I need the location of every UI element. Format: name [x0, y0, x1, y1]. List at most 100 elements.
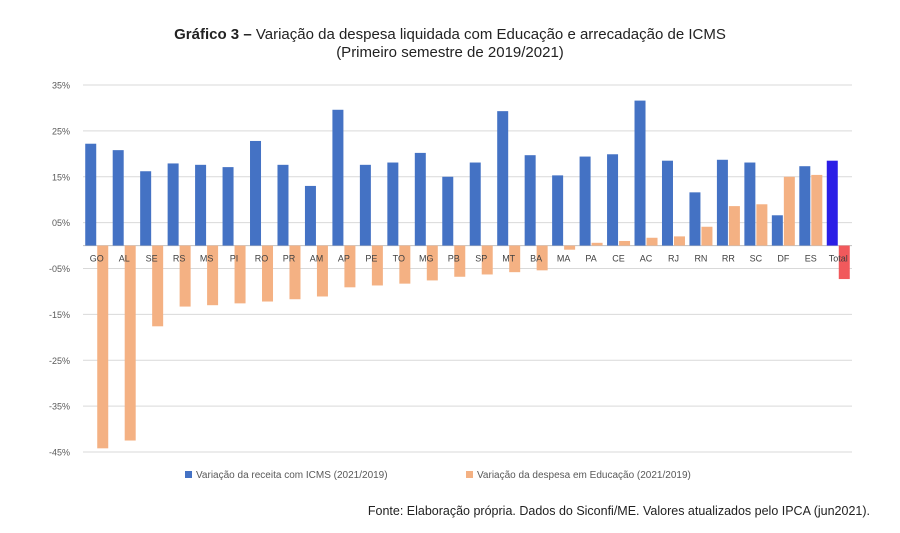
y-tick-label: -05% — [49, 264, 70, 274]
bar-educacao-am — [316, 245, 328, 297]
bar-icms-sc — [744, 162, 756, 246]
bar-educacao-sp — [481, 245, 493, 275]
bar-icms-mg — [414, 152, 426, 246]
bar-educacao-rj — [673, 236, 685, 246]
bar-icms-df — [771, 215, 783, 246]
legend-swatch-icms — [185, 471, 192, 478]
x-tick-label: BA — [530, 254, 542, 264]
source-note: Fonte: Elaboração própria. Dados do Sico… — [367, 504, 870, 518]
bar-educacao-ce — [619, 240, 631, 246]
x-tick-label: DF — [777, 254, 789, 264]
bar-icms-ro — [250, 140, 262, 246]
bar-educacao-pa — [591, 242, 603, 246]
x-tick-label: SP — [475, 254, 487, 264]
bar-educacao-to — [399, 245, 411, 284]
bar-icms-pa — [579, 156, 591, 246]
x-tick-label: PE — [365, 254, 377, 264]
y-tick-label: 25% — [52, 126, 70, 136]
x-tick-label: SE — [146, 254, 158, 264]
bar-icms-rj — [661, 160, 673, 246]
legend-label-educacao: Variação da despesa em Educação (2021/20… — [477, 470, 691, 481]
bar-educacao-pe — [371, 245, 383, 286]
x-tick-label: AP — [338, 254, 350, 264]
bar-educacao-mt — [509, 245, 521, 273]
chart-subtitle: (Primeiro semestre de 2019/2021) — [336, 44, 564, 61]
y-tick-label: -35% — [49, 402, 70, 412]
bar-icms-ce — [607, 154, 619, 246]
x-tick-label: RR — [722, 254, 735, 264]
legend-swatch-educacao — [466, 471, 473, 478]
x-tick-label: MG — [419, 254, 434, 264]
bar-icms-pr — [277, 164, 289, 246]
x-tick-label: GO — [90, 254, 104, 264]
x-tick-label: Total — [829, 254, 848, 264]
bar-icms-sp — [469, 162, 481, 246]
bar-educacao-ro — [262, 245, 274, 302]
y-tick-label: -15% — [49, 310, 70, 320]
bar-icms-go — [85, 143, 97, 246]
bar-icms-ap — [332, 109, 344, 246]
bar-educacao-es — [811, 174, 823, 246]
bar-icms-ma — [552, 175, 564, 246]
x-tick-label: PR — [283, 254, 296, 264]
bar-educacao-total — [838, 245, 850, 280]
bar-icms-to — [387, 162, 399, 246]
bar-icms-ac — [634, 100, 646, 246]
x-tick-label: RJ — [668, 254, 679, 264]
bar-educacao-rr — [728, 206, 740, 246]
chart-title-prefix: Gráfico 3 – — [174, 26, 252, 43]
bar-educacao-se — [152, 245, 164, 327]
x-tick-label: CE — [612, 254, 625, 264]
x-tick-label: RO — [255, 254, 269, 264]
bar-icms-pe — [359, 164, 371, 246]
bar-chart: 35% 25% 15% 05% -05% -15% -25% -35% -45% GO AL SE RS… — [49, 81, 852, 481]
bar-educacao-ma — [564, 245, 576, 250]
bar-educacao-mg — [426, 245, 438, 281]
x-tick-label: ES — [805, 254, 817, 264]
bar-educacao-pb — [454, 245, 466, 277]
y-tick-label: 35% — [52, 81, 70, 91]
bar-icms-ba — [524, 155, 536, 246]
bar-educacao-sc — [756, 204, 768, 246]
bar-educacao-df — [783, 176, 795, 246]
x-tick-label: TO — [393, 254, 405, 264]
bar-icms-total — [826, 160, 838, 246]
y-tick-label: 05% — [52, 218, 70, 228]
bar-icms-ms — [195, 164, 207, 246]
bar-icms-pb — [442, 176, 454, 246]
bar-icms-pi — [222, 167, 234, 246]
bar-educacao-al — [124, 245, 136, 441]
bar-icms-se — [140, 171, 152, 246]
x-tick-label: AM — [310, 254, 324, 264]
x-tick-label: PI — [230, 254, 239, 264]
bar-educacao-ap — [344, 245, 356, 288]
x-tick-label: PB — [448, 254, 460, 264]
x-tick-label: MS — [200, 254, 214, 264]
bar-icms-am — [304, 185, 316, 246]
bar-icms-rn — [689, 192, 701, 246]
bar-educacao-pr — [289, 245, 301, 300]
x-tick-label: PA — [585, 254, 596, 264]
bar-educacao-ba — [536, 245, 548, 271]
x-tick-label: MT — [502, 254, 515, 264]
y-tick-label: -45% — [49, 448, 70, 458]
bar-icms-mt — [497, 111, 509, 246]
bar-icms-rs — [167, 163, 179, 246]
x-tick-label: RN — [694, 254, 707, 264]
chart-title-main: Variação da despesa liquidada com Educaç… — [255, 26, 726, 43]
bar-icms-rr — [716, 159, 728, 246]
x-tick-label: RS — [173, 254, 186, 264]
bar-educacao-rs — [179, 245, 191, 307]
x-tick-label: MA — [557, 254, 571, 264]
bar-icms-es — [799, 166, 811, 246]
bar-educacao-pi — [234, 245, 246, 304]
bar-educacao-go — [97, 245, 109, 449]
legend-label-icms: Variação da receita com ICMS (2021/2019) — [196, 470, 388, 481]
x-tick-label: AC — [640, 254, 653, 264]
y-tick-label: -25% — [49, 356, 70, 366]
bar-educacao-ms — [207, 245, 219, 306]
x-tick-label: SC — [750, 254, 763, 264]
bar-educacao-rn — [701, 226, 713, 246]
y-tick-label: 15% — [52, 172, 70, 182]
x-tick-label: AL — [119, 254, 130, 264]
